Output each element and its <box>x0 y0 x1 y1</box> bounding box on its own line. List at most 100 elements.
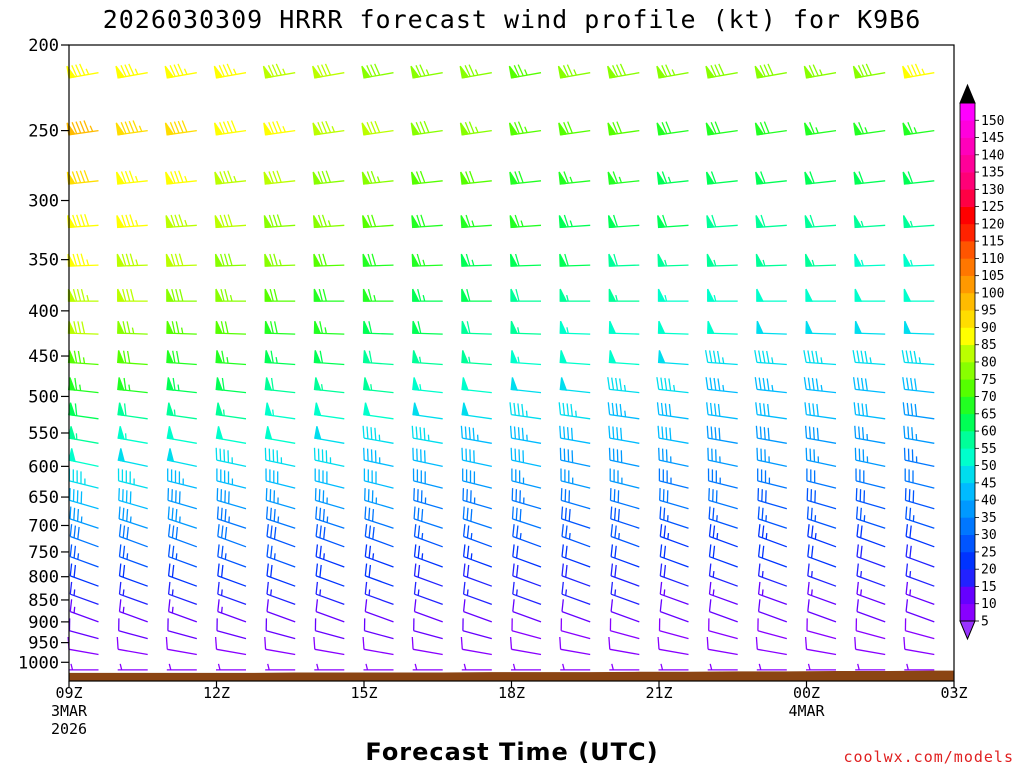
wind-barb <box>656 377 689 394</box>
wind-barb <box>263 214 296 229</box>
wind-barb <box>657 253 689 267</box>
wind-barb <box>756 320 787 335</box>
wind-barb <box>905 581 935 606</box>
colorbar-segment <box>960 223 975 242</box>
colorbar-over-arrow <box>959 83 976 104</box>
wind-barb <box>68 448 99 468</box>
wind-barb <box>608 320 640 335</box>
terrain-surface <box>69 670 954 681</box>
wind-barb <box>413 488 443 510</box>
wind-barb <box>903 636 935 656</box>
colorbar-label: 30 <box>981 528 997 543</box>
colorbar-segment <box>960 379 975 397</box>
colorbar-segment <box>960 327 975 346</box>
wind-barb <box>856 599 886 623</box>
wind-barb <box>164 63 197 79</box>
wind-barb <box>510 350 542 366</box>
colorbar-label: 75 <box>981 373 997 388</box>
wind-barb <box>461 402 492 420</box>
wind-barb <box>364 599 394 623</box>
wind-barb <box>856 581 886 606</box>
wind-barb <box>854 320 886 335</box>
wind-barb <box>902 63 935 79</box>
wind-barb <box>413 618 443 640</box>
wind-barb <box>855 488 886 510</box>
wind-barb <box>509 253 542 267</box>
wind-barb <box>756 288 787 302</box>
wind-barb <box>461 320 492 335</box>
wind-barb <box>362 253 394 267</box>
wind-barb <box>313 350 345 366</box>
wind-barb <box>266 563 296 587</box>
wind-barb <box>68 468 99 489</box>
wind-barb <box>68 402 99 420</box>
wind-barb <box>461 663 492 671</box>
y-tick-label: 700 <box>28 516 59 536</box>
wind-barb <box>264 402 296 420</box>
wind-barb <box>412 377 443 394</box>
wind-barb <box>214 253 247 267</box>
wind-barb <box>855 468 886 489</box>
colorbar-label: 50 <box>981 459 997 474</box>
y-tick-label: 400 <box>28 302 59 322</box>
wind-barb <box>559 636 591 656</box>
wind-barb <box>903 447 935 468</box>
wind-barb <box>508 121 542 136</box>
wind-barb <box>264 377 296 394</box>
wind-barb <box>559 447 591 468</box>
wind-barb <box>806 618 837 640</box>
wind-barb <box>854 253 886 267</box>
wind-barb <box>902 171 935 185</box>
wind-barb <box>412 663 443 671</box>
wind-barb <box>117 426 148 444</box>
wind-barb <box>708 563 738 587</box>
wind-barb <box>511 618 542 640</box>
wind-barb <box>559 377 591 394</box>
credit-text: coolwx.com/models <box>843 748 1014 766</box>
wind-barb <box>364 506 394 529</box>
wind-barb <box>807 581 837 606</box>
colorbar-segment <box>960 551 975 570</box>
wind-barb <box>805 320 837 335</box>
wind-barb <box>807 524 837 548</box>
wind-barb <box>706 253 738 267</box>
wind-barb <box>361 63 394 79</box>
wind-barb <box>659 524 689 548</box>
wind-barb <box>659 581 689 606</box>
wind-barb <box>705 171 738 185</box>
wind-barb <box>610 563 640 587</box>
wind-barb <box>608 636 640 656</box>
wind-barb <box>313 253 345 267</box>
wind-barb <box>116 636 148 656</box>
wind-barb <box>855 506 886 529</box>
wind-barb <box>164 120 197 136</box>
wind-barb <box>364 544 394 568</box>
wind-barb <box>264 636 296 656</box>
wind-barb <box>462 544 493 568</box>
wind-barb <box>609 618 640 640</box>
wind-barb <box>707 468 738 489</box>
wind-barb <box>706 636 738 656</box>
wind-barb <box>215 350 247 366</box>
x-tick-label: 21Z <box>645 684 672 702</box>
wind-barb <box>754 63 787 79</box>
wind-barb <box>117 663 148 671</box>
wind-barb <box>657 214 689 229</box>
wind-barb <box>165 253 197 267</box>
wind-barb <box>117 320 148 335</box>
wind-barb <box>607 63 640 79</box>
wind-barb <box>315 581 345 606</box>
wind-barb <box>707 288 738 302</box>
wind-barb <box>512 599 542 623</box>
wind-barb <box>707 320 738 335</box>
wind-barb <box>511 488 542 510</box>
wind-barb <box>905 544 935 568</box>
wind-barb <box>313 636 345 656</box>
wind-barb <box>511 663 541 671</box>
wind-barb <box>362 214 394 229</box>
wind-barb <box>509 214 542 229</box>
colorbar-segment <box>960 413 975 432</box>
y-tick-label: 650 <box>28 488 59 508</box>
wind-barb <box>216 618 247 640</box>
